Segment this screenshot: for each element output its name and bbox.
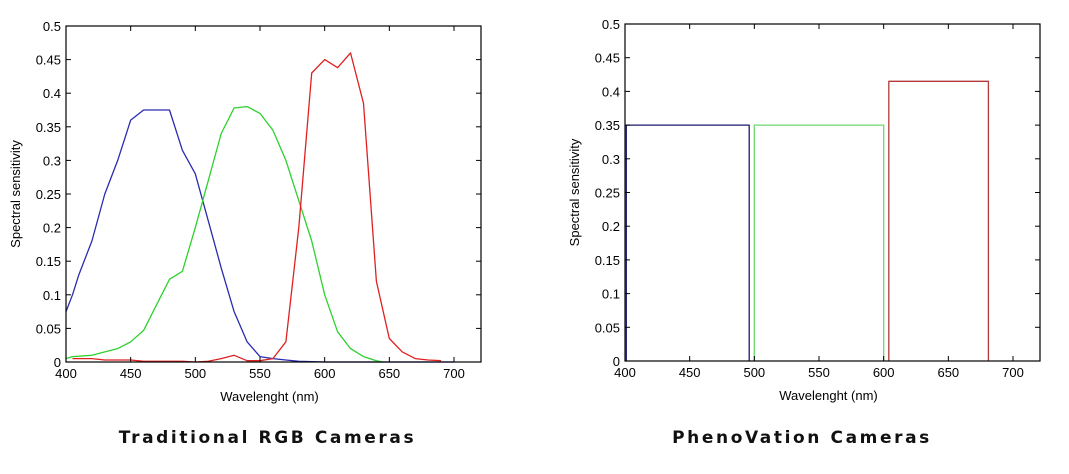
series-green-line bbox=[753, 124, 885, 361]
plot-area: 400 450 500 550 600 650 700 0 0.05 0.1 0.15 0.2 0.25… bbox=[8, 19, 482, 404]
y-tick-label: 0.35 bbox=[595, 118, 620, 133]
x-tick-label: 500 bbox=[184, 366, 206, 381]
x-tick-label: 550 bbox=[249, 366, 271, 381]
x-tick-label: 450 bbox=[120, 366, 142, 381]
phenovation-chart-caption: PhenoVation Cameras bbox=[672, 428, 932, 448]
y-tick-label: 0.1 bbox=[43, 288, 61, 303]
series-red-line bbox=[888, 80, 990, 361]
x-tick-label: 700 bbox=[443, 366, 465, 381]
x-tick-label: 400 bbox=[614, 365, 636, 380]
y-tick-label: 0.15 bbox=[595, 253, 620, 268]
x-tick-label: 500 bbox=[743, 365, 765, 380]
y-tick-label: 0.5 bbox=[602, 17, 620, 32]
series-blue-line bbox=[625, 124, 750, 361]
x-tick-label: 550 bbox=[808, 365, 830, 380]
y-tick-label: 0.35 bbox=[36, 120, 61, 135]
x-tick-label: 450 bbox=[679, 365, 701, 380]
x-tick-label: 650 bbox=[937, 365, 959, 380]
y-tick-label: 0.05 bbox=[595, 320, 620, 335]
series-red-line bbox=[72, 52, 442, 363]
y-tick-label: 0.2 bbox=[43, 221, 61, 236]
rgb-spectral-chart: 400 450 500 550 600 650 700 0 0.05 0.1 0.15 0.2 0.25… bbox=[8, 19, 482, 404]
y-tick-label: 0.45 bbox=[595, 51, 620, 66]
x-tick-label: 700 bbox=[1002, 365, 1024, 380]
x-axis-title: Wavelenght (nm) bbox=[220, 389, 319, 404]
y-tick-label: 0.25 bbox=[36, 187, 61, 202]
plot-area: 400 450 500 550 600 650 700 0 0.05 0.1 0.15 0.2 0.25… bbox=[567, 17, 1041, 403]
series-blue-line bbox=[65, 109, 454, 363]
x-tick-label: 400 bbox=[55, 366, 77, 381]
series-green-line bbox=[65, 105, 384, 363]
rgb-chart-caption: Traditional RGB Cameras bbox=[118, 428, 417, 448]
y-tick-label: 0.4 bbox=[602, 84, 620, 99]
y-tick-label: 0.4 bbox=[43, 86, 61, 101]
axes-frame bbox=[65, 25, 482, 363]
rgb-chart-panel: 400 450 500 550 600 650 700 0 0.05 0.1 0.15 0.2 0.25… bbox=[8, 19, 482, 448]
y-tick-label: 0.3 bbox=[602, 152, 620, 167]
x-tick-label: 650 bbox=[378, 366, 400, 381]
y-tick-label: 0.1 bbox=[602, 287, 620, 302]
y-tick-label: 0.15 bbox=[36, 254, 61, 269]
y-tick-label: 0.05 bbox=[36, 321, 61, 336]
x-tick-label: 600 bbox=[873, 365, 895, 380]
y-tick-label: 0.3 bbox=[43, 153, 61, 168]
phenovation-spectral-chart: 400 450 500 550 600 650 700 0 0.05 0.1 0.15 0.2 0.25… bbox=[567, 17, 1041, 403]
y-tick-label: 0.45 bbox=[36, 53, 61, 68]
y-tick-label: 0 bbox=[613, 354, 620, 369]
y-tick-label: 0 bbox=[54, 355, 61, 370]
x-tick-label: 600 bbox=[314, 366, 336, 381]
phenovation-chart-panel: 400 450 500 550 600 650 700 0 0.05 0.1 0.15 0.2 0.25… bbox=[535, 0, 1069, 474]
y-tick-label: 0.2 bbox=[602, 219, 620, 234]
y-axis-title: Spectral sensitivity bbox=[8, 140, 23, 248]
y-tick-label: 0.25 bbox=[595, 186, 620, 201]
axes-frame bbox=[624, 23, 1041, 362]
x-axis-title: Wavelenght (nm) bbox=[779, 388, 878, 403]
y-tick-label: 0.5 bbox=[43, 19, 61, 34]
y-axis-title: Spectral sensitivity bbox=[567, 138, 582, 246]
